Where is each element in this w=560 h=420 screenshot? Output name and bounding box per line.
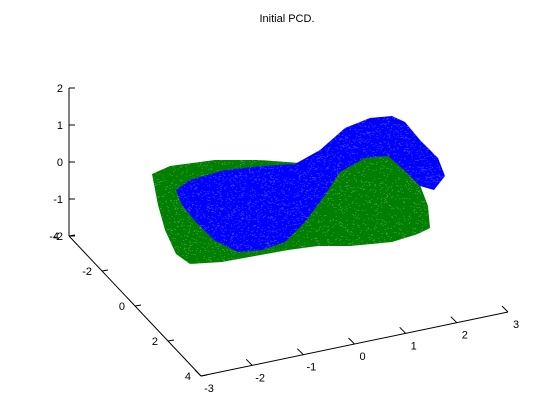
y-tick-mark	[167, 339, 175, 342]
z-tick-label: -1	[53, 194, 63, 206]
x-tick-mark	[296, 348, 304, 356]
series-blue-fill	[176, 116, 445, 252]
x-tick-mark	[501, 305, 509, 313]
x-tick-label: 0	[359, 351, 365, 363]
y-tick-mark	[200, 374, 208, 377]
z-tick-label: 1	[57, 120, 63, 132]
x-tick-label: -1	[306, 362, 316, 374]
y-tick-mark	[68, 234, 76, 237]
z-tick-label: -2	[53, 231, 63, 243]
series-blue-cloud	[176, 116, 446, 252]
z-tick-label: 2	[57, 83, 63, 95]
x-tick-label: 2	[462, 330, 468, 342]
axis-ticks	[68, 87, 509, 377]
y-tick-label: 4	[185, 371, 191, 383]
series-blue-points	[178, 117, 446, 252]
x-tick-mark	[245, 358, 253, 366]
x-tick-mark	[399, 326, 407, 334]
y-tick-mark	[134, 304, 142, 307]
y-tick-label: -2	[82, 266, 92, 278]
y-tick-label: 2	[152, 336, 158, 348]
y-tick-mark	[101, 269, 109, 272]
x-tick-mark	[194, 369, 202, 377]
x-tick-mark	[348, 337, 355, 345]
z-tick-label: 0	[57, 157, 63, 169]
x-tick-label: -2	[255, 372, 265, 384]
chart-title: Initial PCD.	[259, 13, 314, 25]
x-tick-mark	[450, 316, 458, 324]
x-tick-label: 3	[513, 319, 519, 331]
y-tick-label: 0	[119, 301, 125, 313]
y-tick-label: -4	[49, 231, 59, 243]
x-tick-label: 1	[411, 340, 417, 352]
x-tick-label: -3	[204, 383, 214, 395]
